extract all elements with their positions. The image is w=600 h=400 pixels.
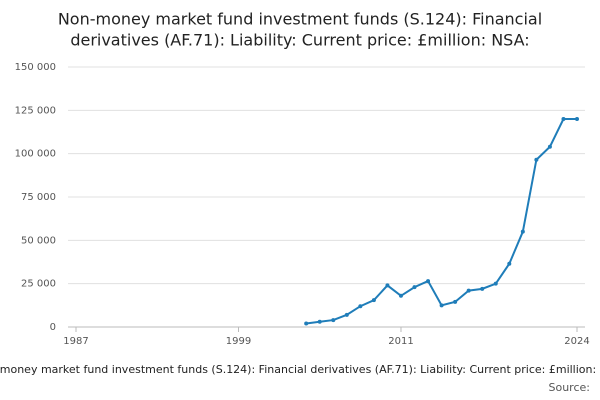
y-tick-label: 125 000	[15, 105, 56, 116]
y-tick-label: 0	[50, 322, 56, 333]
data-point	[317, 319, 322, 324]
data-point	[575, 117, 579, 121]
x-tick-label: 1987	[63, 336, 88, 347]
data-point	[344, 312, 349, 317]
data-point	[561, 117, 566, 121]
data-point	[426, 279, 431, 284]
data-point	[371, 298, 376, 303]
data-point	[534, 157, 539, 162]
data-point	[358, 304, 363, 309]
x-axis-label: Non-money market fund investment funds (…	[0, 363, 600, 376]
data-point	[412, 285, 417, 290]
source: Source:	[549, 381, 591, 394]
data-point	[398, 293, 403, 298]
data-point	[439, 303, 444, 308]
data-point	[493, 281, 498, 286]
chart-title: derivatives (AF.71): Liability: Current …	[70, 31, 529, 50]
y-tick-label: 150 000	[15, 62, 56, 73]
y-tick-label: 75 000	[21, 192, 56, 203]
data-point	[520, 229, 525, 234]
x-tick-label: 1999	[226, 336, 251, 347]
x-tick-label: 2011	[388, 336, 413, 347]
data-point	[547, 144, 552, 149]
data-point	[466, 288, 471, 293]
data-point	[453, 299, 458, 304]
y-tick-label: 25 000	[21, 279, 56, 290]
y-tick-label: 50 000	[21, 235, 56, 246]
data-point	[480, 286, 485, 291]
data-line	[306, 118, 577, 325]
x-tick-label: 2024	[564, 336, 589, 347]
data-point	[507, 261, 512, 266]
data-point	[331, 318, 336, 323]
data-point	[385, 283, 390, 288]
data-point	[304, 321, 309, 326]
chart-title: Non-money market fund investment funds (…	[58, 10, 542, 29]
y-tick-label: 100 000	[15, 149, 56, 160]
